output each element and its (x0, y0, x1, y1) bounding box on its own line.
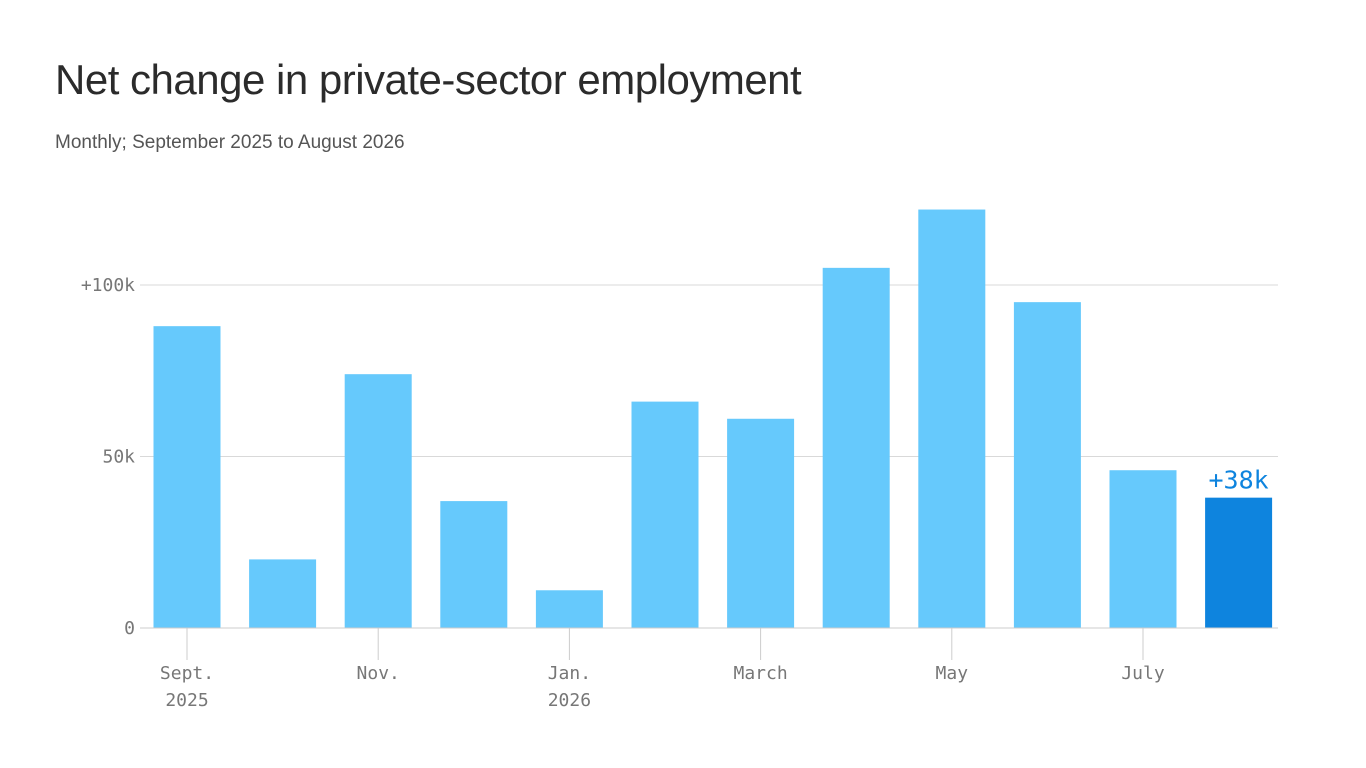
y-tick-label: 0 (124, 618, 135, 639)
bar (535, 590, 603, 628)
bar (727, 418, 795, 628)
bar (153, 326, 221, 628)
bar (1109, 470, 1177, 628)
data-label: +38k (1208, 466, 1268, 495)
bar (918, 209, 986, 629)
bar (344, 374, 412, 628)
bar-highlight (1205, 497, 1273, 628)
x-tick-label: March (734, 663, 788, 684)
bar (440, 501, 508, 628)
x-tick-label: July (1121, 663, 1165, 684)
x-tick-label: Sept. (160, 663, 214, 684)
bar (249, 559, 317, 628)
chart-title: Net change in private-sector employment (55, 56, 802, 103)
x-tick-label: 2026 (548, 690, 591, 711)
x-tick-label: Nov. (357, 663, 400, 684)
bar (631, 401, 699, 628)
y-tick-label: 50k (102, 447, 135, 468)
x-tick-label: Jan. (548, 663, 591, 684)
x-tick-label: 2025 (165, 690, 208, 711)
chart-subtitle: Monthly; September 2025 to August 2026 (55, 132, 405, 153)
bar (1013, 302, 1081, 628)
y-tick-label: +100k (81, 275, 135, 296)
bar (822, 267, 890, 628)
x-tick-label: May (936, 663, 969, 684)
